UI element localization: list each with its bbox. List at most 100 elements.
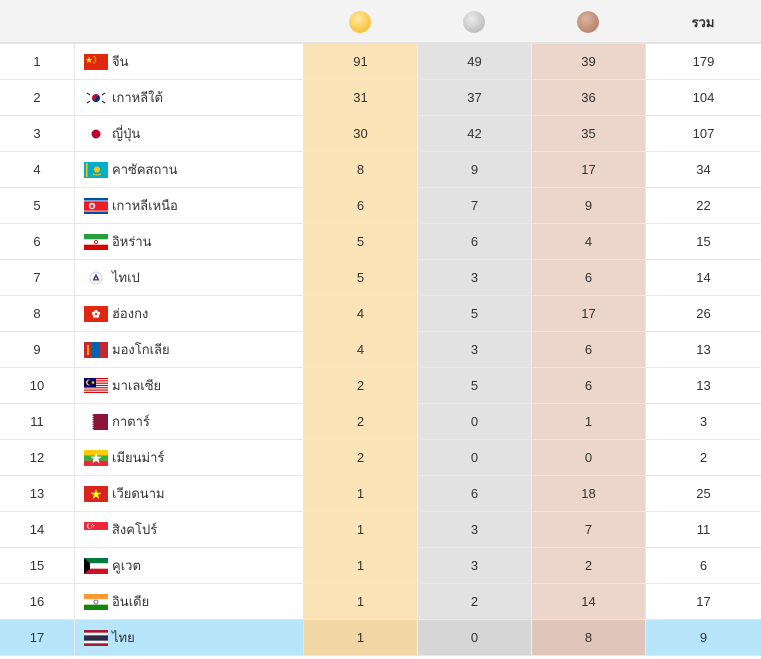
silver-count: 0 (417, 440, 531, 475)
country-name: ไทเป (112, 270, 140, 285)
country-name: เกาหลีใต้ (112, 90, 163, 105)
table-row[interactable]: 11 กาตาร์ 2 0 1 3 (0, 404, 761, 440)
country-name: เวียดนาม (112, 486, 165, 501)
silver-count: 3 (417, 548, 531, 583)
gold-header[interactable] (303, 0, 417, 44)
country-cell[interactable]: เวียดนาม (75, 476, 303, 511)
table-row[interactable]: 7 ไทเป 5 3 6 14 (0, 260, 761, 296)
total-count: 13 (645, 368, 761, 403)
rank-cell: 1 (0, 44, 75, 79)
silver-header[interactable] (417, 0, 531, 44)
table-row[interactable]: 13 เวียดนาม 1 6 18 25 (0, 476, 761, 512)
total-count: 13 (645, 332, 761, 367)
total-count: 22 (645, 188, 761, 223)
gold-medal-icon (349, 11, 371, 33)
table-row[interactable]: 5 เกาหลีเหนือ 6 7 9 22 (0, 188, 761, 224)
rank-cell: 6 (0, 224, 75, 259)
gold-count: 1 (303, 512, 417, 547)
table-row[interactable]: 6 อิหร่าน 5 6 4 15 (0, 224, 761, 260)
total-header[interactable]: รวม (645, 0, 761, 44)
country-cell[interactable]: มองโกเลีย (75, 332, 303, 367)
total-count: 26 (645, 296, 761, 331)
country-cell[interactable]: สิงคโปร์ (75, 512, 303, 547)
country-cell[interactable]: เกาหลีใต้ (75, 80, 303, 115)
country-cell[interactable]: คูเวต (75, 548, 303, 583)
table-row[interactable]: 4 คาซัคสถาน 8 9 17 34 (0, 152, 761, 188)
rank-cell: 3 (0, 116, 75, 151)
bronze-count: 17 (531, 296, 645, 331)
bronze-header[interactable] (531, 0, 645, 44)
table-row[interactable]: 10 มาเลเซีย 2 5 6 13 (0, 368, 761, 404)
bronze-count: 18 (531, 476, 645, 511)
country-cell[interactable]: อินเดีย (75, 584, 303, 619)
bronze-count: 1 (531, 404, 645, 439)
gold-count: 8 (303, 152, 417, 187)
table-row[interactable]: 15 คูเวต 1 3 2 6 (0, 548, 761, 584)
country-name: เมียนม่าร์ (112, 450, 165, 465)
silver-count: 42 (417, 116, 531, 151)
rank-cell: 15 (0, 548, 75, 583)
country-name: ไทย (112, 630, 135, 645)
country-name: อินเดีย (112, 594, 150, 609)
table-row[interactable]: 14 สิงคโปร์ 1 3 7 11 (0, 512, 761, 548)
kazakhstan-flag-icon (84, 161, 108, 178)
silver-count: 3 (417, 512, 531, 547)
country-cell[interactable]: อิหร่าน (75, 224, 303, 259)
table-row[interactable]: 8 ฮ่องกง 4 5 17 26 (0, 296, 761, 332)
country-name: จีน (112, 54, 129, 69)
total-count: 3 (645, 404, 761, 439)
country-cell[interactable]: ไทย (75, 620, 303, 655)
bronze-count: 17 (531, 152, 645, 187)
country-cell[interactable]: มาเลเซีย (75, 368, 303, 403)
malaysia-flag-icon (84, 377, 108, 394)
country-name: อิหร่าน (112, 234, 152, 249)
table-row[interactable]: 17 ไทย 1 0 8 9 (0, 620, 761, 656)
total-count: 34 (645, 152, 761, 187)
table-row[interactable]: 16 อินเดีย 1 2 14 17 (0, 584, 761, 620)
table-row[interactable]: 12 เมียนม่าร์ 2 0 0 2 (0, 440, 761, 476)
country-cell[interactable]: ไทเป (75, 260, 303, 295)
country-name: ญี่ปุ่น (112, 126, 141, 141)
gold-count: 1 (303, 620, 417, 655)
country-cell[interactable]: เมียนม่าร์ (75, 440, 303, 475)
rank-cell: 13 (0, 476, 75, 511)
country-cell[interactable]: ฮ่องกง (75, 296, 303, 331)
bronze-count: 7 (531, 512, 645, 547)
gold-count: 5 (303, 260, 417, 295)
rank-cell: 8 (0, 296, 75, 331)
north-korea-flag-icon (84, 197, 108, 214)
bronze-count: 9 (531, 188, 645, 223)
gold-count: 6 (303, 188, 417, 223)
country-cell[interactable]: ญี่ปุ่น (75, 116, 303, 151)
rank-cell: 9 (0, 332, 75, 367)
country-cell[interactable]: คาซัคสถาน (75, 152, 303, 187)
country-name: มองโกเลีย (112, 342, 170, 357)
table-row[interactable]: 9 มองโกเลีย 4 3 6 13 (0, 332, 761, 368)
table-row[interactable]: 1 จีน 91 49 39 179 (0, 44, 761, 80)
table-row[interactable]: 3 ญี่ปุ่น 30 42 35 107 (0, 116, 761, 152)
silver-count: 37 (417, 80, 531, 115)
table-row[interactable]: 2 เกาหลีใต้ 31 37 36 104 (0, 80, 761, 116)
silver-count: 0 (417, 620, 531, 655)
silver-count: 6 (417, 224, 531, 259)
silver-count: 0 (417, 404, 531, 439)
silver-count: 3 (417, 260, 531, 295)
gold-count: 2 (303, 368, 417, 403)
rank-cell: 2 (0, 80, 75, 115)
total-count: 6 (645, 548, 761, 583)
country-name: คูเวต (112, 558, 141, 573)
silver-count: 6 (417, 476, 531, 511)
bronze-count: 36 (531, 80, 645, 115)
country-cell[interactable]: กาตาร์ (75, 404, 303, 439)
total-count: 9 (645, 620, 761, 655)
gold-count: 30 (303, 116, 417, 151)
silver-count: 7 (417, 188, 531, 223)
country-cell[interactable]: เกาหลีเหนือ (75, 188, 303, 223)
south-korea-flag-icon (84, 89, 108, 106)
vietnam-flag-icon (84, 485, 108, 502)
kuwait-flag-icon (84, 557, 108, 574)
rank-cell: 4 (0, 152, 75, 187)
india-flag-icon (84, 593, 108, 610)
country-cell[interactable]: จีน (75, 44, 303, 79)
